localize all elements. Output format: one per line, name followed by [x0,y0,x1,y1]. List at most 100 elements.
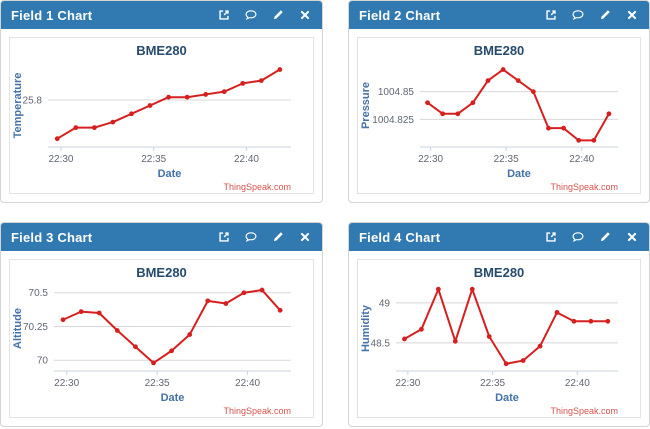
data-point [60,317,66,323]
x-axis-title: Date [507,168,531,180]
panel-header-icons [217,8,312,22]
data-point [205,298,211,304]
comment-icon[interactable] [571,230,585,244]
y-axis-title: Pressure [360,82,372,129]
close-icon[interactable] [625,230,639,244]
data-point [425,100,430,106]
y-tick-label: 70 [37,356,49,367]
comment-icon[interactable] [244,230,258,244]
data-point [73,125,79,131]
x-tick-label: 22:30 [395,378,420,389]
edit-icon[interactable] [598,8,612,22]
field1-chart: 25.8 22:30 22:35 22:40 BME280 Date Temperature… [12,43,291,192]
external-link-icon[interactable] [544,230,558,244]
field2-panel: Field 2 Chart 1004.825 1004.85 22:30 22:35 2… [348,0,650,203]
external-link-icon[interactable] [217,230,231,244]
data-point [546,125,551,131]
chart-title: BME280 [474,43,525,58]
comment-icon[interactable] [571,8,585,22]
y-tick-label: 1004.825 [372,115,414,126]
y-tick-label: 70.25 [23,322,48,333]
y-tick-label: 70.5 [29,288,49,299]
data-point [500,67,506,72]
field4-chart-container: 48.5 49 22:30 22:35 22:40 BME280 Date Humidity T… [357,259,641,418]
external-link-icon[interactable] [544,8,558,22]
field2-panel-body: 1004.825 1004.85 22:30 22:35 22:40 BME280 Date… [349,29,649,202]
data-point [591,137,597,143]
y-tick-label: 48.5 [371,338,391,349]
edit-icon[interactable] [271,230,285,244]
data-point [469,286,475,292]
field3-panel-body: 70 70.25 70.5 22:30 22:35 22:40 BME280 Date Alti… [1,251,322,426]
x-tick-label: 22:30 [48,154,73,165]
panel-header-icons [544,230,639,244]
field3-chart-container: 70 70.25 70.5 22:30 22:35 22:40 BME280 Date Alti… [9,259,314,418]
field4-panel-body: 48.5 49 22:30 22:35 22:40 BME280 Date Humidity T… [349,251,649,426]
field2-chart: 1004.825 1004.85 22:30 22:35 22:40 BME280 Date… [360,43,618,192]
data-point [203,92,209,97]
field1-chart-container: 25.8 22:30 22:35 22:40 BME280 Date Temperature… [9,37,314,194]
field2-panel-header: Field 2 Chart [349,1,649,29]
data-point [129,111,134,117]
close-icon[interactable] [298,230,312,244]
data-point [515,78,521,83]
credits-label: ThingSpeak.com [223,406,291,416]
data-point [78,309,84,315]
data-point [110,119,116,125]
data-point [277,307,283,313]
data-point [151,360,156,366]
comment-icon[interactable] [244,8,258,22]
data-point [455,111,461,117]
edit-icon[interactable] [271,8,285,22]
field3-chart: 70 70.25 70.5 22:30 22:35 22:40 BME280 Date Alti… [12,265,291,416]
data-point [187,332,193,337]
data-point [169,348,174,354]
data-point [133,344,138,350]
data-point [554,310,560,315]
data-point [537,343,543,349]
data-point [166,94,171,100]
data-point [605,318,611,324]
data-point [91,125,97,131]
data-point [114,328,120,333]
data-point [606,111,612,117]
data-point [485,78,491,83]
y-axis-title: Humidity [360,304,372,352]
data-point [588,318,594,324]
data-point [561,125,566,131]
data-point [221,89,227,95]
field1-panel-header: Field 1 Chart [1,1,322,29]
field4-panel-title: Field 4 Chart [359,229,441,245]
credits-label: ThingSpeak.com [550,406,618,416]
data-point [571,318,577,324]
data-point [530,89,536,95]
field2-panel-title: Field 2 Chart [359,7,441,23]
data-point [576,137,582,143]
data-point [435,286,441,292]
field3-panel-header: Field 3 Chart [1,223,322,251]
data-point [96,310,102,316]
edit-icon[interactable] [598,230,612,244]
data-point [241,290,247,296]
x-axis-title: Date [495,392,519,404]
data-point [223,301,229,306]
x-tick-label: 22:40 [569,154,594,165]
data-point [402,336,407,342]
x-tick-label: 22:35 [480,378,505,389]
close-icon[interactable] [298,8,312,22]
close-icon[interactable] [625,8,639,22]
data-point [470,100,476,106]
credits-label: ThingSpeak.com [550,182,618,192]
field1-panel-body: 25.8 22:30 22:35 22:40 BME280 Date Temperature… [1,29,322,202]
credits-label: ThingSpeak.com [223,182,291,192]
x-tick-label: 22:40 [565,378,590,389]
panel-header-icons [217,230,312,244]
field4-chart: 48.5 49 22:30 22:35 22:40 BME280 Date Humidity T… [360,265,618,416]
field4-panel-header: Field 4 Chart [349,223,649,251]
external-link-icon[interactable] [217,8,231,22]
x-tick-label: 22:40 [235,378,260,389]
chart-title: BME280 [136,265,187,280]
chart-title: BME280 [474,265,525,280]
field3-panel: Field 3 Chart 70 70.25 70.5 22:30 22:35 22:40… [0,222,323,427]
